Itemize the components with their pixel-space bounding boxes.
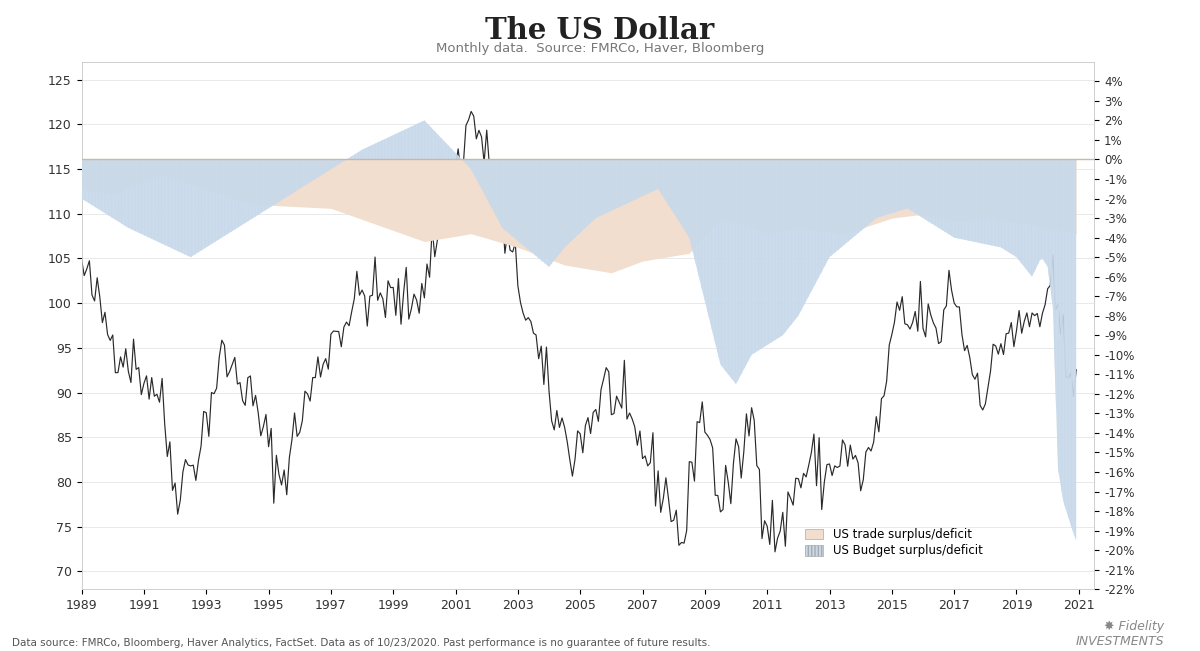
Legend: US trade surplus/deficit, US Budget surplus/deficit: US trade surplus/deficit, US Budget surp… (800, 523, 988, 562)
Text: Data source: FMRCo, Bloomberg, Haver Analytics, FactSet. Data as of 10/23/2020. : Data source: FMRCo, Bloomberg, Haver Ana… (12, 638, 710, 648)
Text: The US Dollar: The US Dollar (485, 16, 715, 46)
Text: Monthly data.  Source: FMRCo, Haver, Bloomberg: Monthly data. Source: FMRCo, Haver, Bloo… (436, 42, 764, 55)
Text: · US Dollar Index (DXY): · US Dollar Index (DXY) (565, 203, 709, 216)
Text: ✸ Fidelity
INVESTMENTS: ✸ Fidelity INVESTMENTS (1075, 620, 1164, 648)
